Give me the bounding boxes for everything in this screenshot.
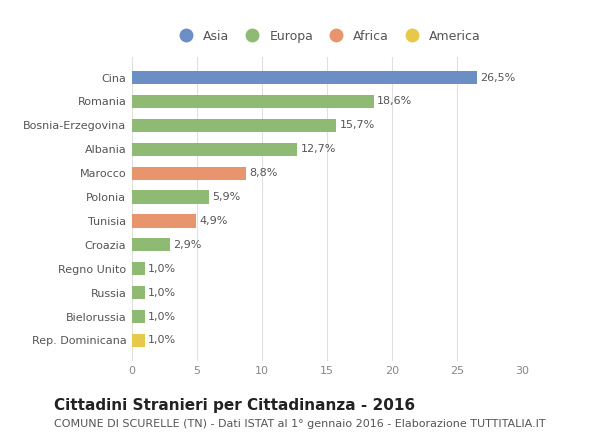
Bar [132,214,196,227]
Bar [132,167,247,180]
Text: COMUNE DI SCURELLE (TN) - Dati ISTAT al 1° gennaio 2016 - Elaborazione TUTTITALI: COMUNE DI SCURELLE (TN) - Dati ISTAT al … [54,419,545,429]
Bar [132,262,145,275]
Text: 8,8%: 8,8% [250,168,278,178]
Bar [132,95,374,108]
Bar [132,71,476,84]
Bar [132,238,170,251]
Legend: Asia, Europa, Africa, America: Asia, Europa, Africa, America [170,27,484,45]
Text: 26,5%: 26,5% [480,73,515,83]
Text: 1,0%: 1,0% [148,335,176,345]
Text: 1,0%: 1,0% [148,264,176,274]
Text: 2,9%: 2,9% [173,240,202,250]
Bar [132,119,336,132]
Text: 18,6%: 18,6% [377,96,412,106]
Text: 1,0%: 1,0% [148,288,176,297]
Text: 5,9%: 5,9% [212,192,240,202]
Bar [132,143,297,156]
Bar [132,334,145,347]
Text: 15,7%: 15,7% [340,121,374,130]
Text: 12,7%: 12,7% [301,144,336,154]
Bar [132,191,209,204]
Text: 1,0%: 1,0% [148,312,176,322]
Bar [132,310,145,323]
Text: 4,9%: 4,9% [199,216,227,226]
Text: Cittadini Stranieri per Cittadinanza - 2016: Cittadini Stranieri per Cittadinanza - 2… [54,398,415,413]
Bar [132,286,145,299]
